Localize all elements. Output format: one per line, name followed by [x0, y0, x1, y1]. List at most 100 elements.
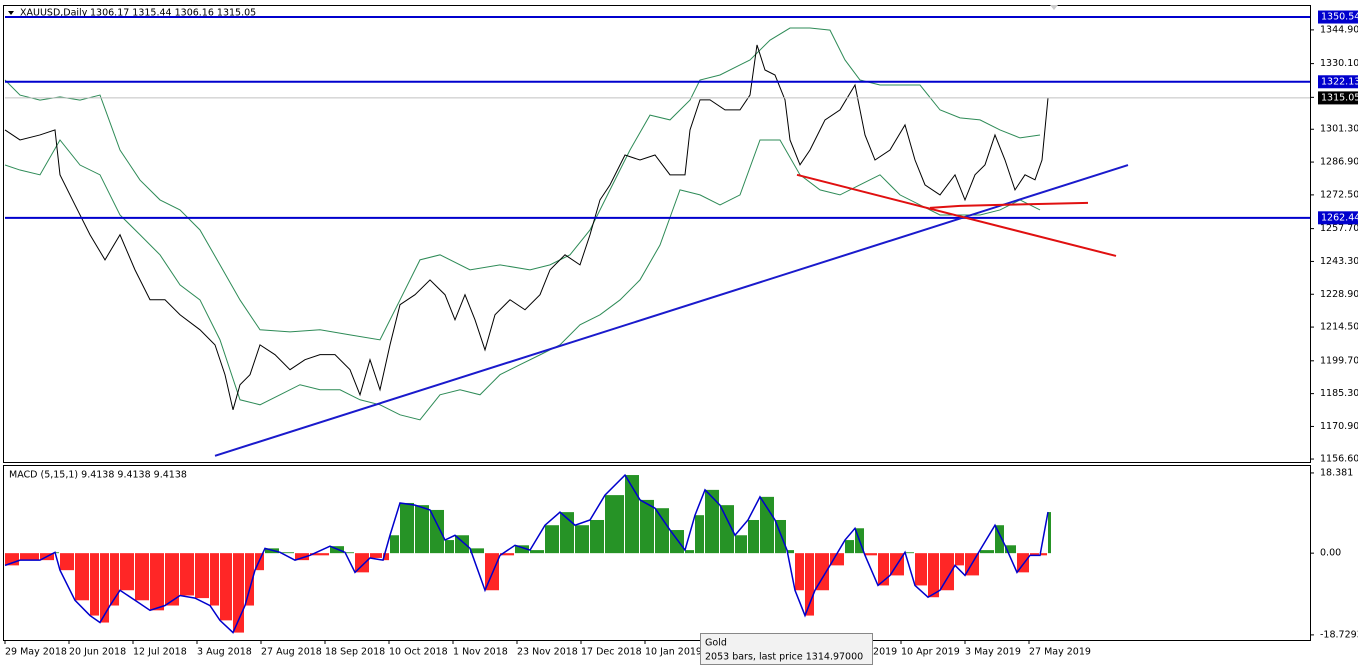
macd-bar — [865, 553, 877, 556]
macd-bar — [165, 553, 179, 606]
macd-bar — [500, 553, 514, 556]
y-tick-label: 1156.60 — [1320, 454, 1358, 465]
price-line — [4, 44, 1049, 410]
macd-bar — [605, 495, 624, 554]
x-tick-label: 27 May 2019 — [1029, 647, 1091, 658]
macd-bar — [787, 550, 794, 554]
y-tick-label: 1199.70 — [1320, 355, 1358, 366]
y-tick-label: 1257.70 — [1320, 223, 1358, 234]
macd-line — [4, 473, 1049, 634]
macd-bar — [280, 552, 294, 554]
macd-bar — [233, 553, 244, 633]
y-tick-label: 1301.30 — [1320, 124, 1358, 135]
last-price-box — [1318, 91, 1358, 105]
x-tick-label: 10 Apr 2019 — [901, 647, 960, 658]
x-tick-label: 10 Jan 2019 — [645, 647, 702, 658]
macd-bar — [685, 550, 694, 554]
trend-line — [796, 173, 1117, 257]
macd-bar — [220, 553, 232, 621]
y-tick-label: 1243.30 — [1320, 256, 1358, 267]
macd-bar — [625, 475, 639, 554]
macd-bar — [805, 553, 814, 616]
x-tick-label: 29 May 2018 — [5, 647, 67, 658]
x-tick-label: 3 May 2019 — [965, 647, 1021, 658]
macd-bar — [878, 553, 889, 586]
macd-bar — [75, 553, 89, 601]
macd-bar — [748, 519, 759, 554]
macd-bar — [795, 553, 804, 591]
y-tick-label: 1286.90 — [1320, 157, 1358, 168]
trend-line — [214, 164, 1129, 457]
x-tick-label: 20 Jun 2018 — [69, 647, 126, 658]
x-tick-label: 27 Aug 2018 — [261, 647, 322, 658]
macd-bar — [845, 540, 854, 554]
x-tick-label: 1 Nov 2018 — [453, 647, 508, 658]
tooltip-box — [700, 633, 873, 665]
macd-bar — [135, 553, 149, 601]
macd-bar — [415, 505, 429, 554]
macd-bar — [1005, 545, 1016, 554]
macd-bar — [830, 553, 844, 566]
macd-bar — [940, 553, 954, 591]
x-tick-label: 18 Sep 2018 — [325, 647, 385, 658]
macd-bar — [1048, 512, 1051, 554]
level-box — [1318, 10, 1358, 24]
menu-arrow[interactable] — [8, 11, 14, 15]
y-tick-label: 1185.30 — [1320, 388, 1358, 399]
macd-bar — [445, 540, 454, 554]
y-tick-label: 18.381 — [1320, 467, 1353, 478]
ohlc: 1306.17 1315.44 1306.16 1315.05 — [90, 8, 256, 19]
y-tick-label: 1330.10 — [1320, 58, 1358, 69]
macd-bar — [705, 489, 719, 554]
price-line — [4, 139, 1041, 421]
macd-bar — [90, 553, 99, 616]
x-tick-label: 10 Oct 2018 — [389, 647, 448, 658]
macd-title: MACD (5,15,1) 9.4138 9.4138 9.4138 — [9, 470, 187, 481]
macd-bar — [760, 496, 774, 554]
macd-bar — [515, 545, 529, 554]
macd-bar — [345, 552, 354, 554]
macd-bar — [455, 535, 469, 554]
tooltip: Gold 2053 bars, last price 1314.97000 — [700, 633, 873, 665]
macd-bar — [210, 553, 219, 606]
macd-bar — [735, 535, 747, 554]
macd-bar — [560, 512, 574, 554]
x-tick-label: 23 Nov 2018 — [517, 647, 578, 658]
macd-bar — [655, 508, 669, 554]
macd-bar — [110, 553, 119, 606]
macd-bar — [390, 535, 399, 554]
level-label: 1262.44 — [1321, 212, 1358, 223]
macd-bar — [775, 519, 786, 554]
price-panel — [3, 5, 1311, 463]
macd-bar — [430, 509, 444, 554]
tooltip-text: 2053 bars, last price 1314.97000 — [705, 652, 863, 663]
macd-bar — [60, 553, 74, 571]
last-price-label: 1315.05 — [1321, 92, 1358, 103]
macd-bar — [545, 525, 559, 554]
level-label: 1350.54 — [1321, 12, 1358, 23]
macd-bar — [470, 548, 484, 554]
symbol: XAUUSD,Daily — [20, 8, 88, 19]
macd-bar — [915, 553, 927, 586]
y-tick-label: 1214.50 — [1320, 322, 1358, 333]
x-tick-label: 12 Jul 2018 — [133, 647, 187, 658]
macd-bar — [245, 553, 254, 606]
macd-bar — [120, 553, 134, 591]
macd-bar — [530, 550, 544, 554]
macd-bar — [20, 553, 39, 561]
macd-bar — [370, 553, 382, 558]
macd-bar — [1040, 553, 1047, 556]
macd-bar — [928, 553, 939, 598]
x-tick-label: 3 Aug 2018 — [197, 647, 252, 658]
plot-layer: 1344.901330.101315.301301.301286.901272.… — [4, 10, 1358, 658]
macd-bar — [590, 519, 604, 554]
y-tick-label: 1228.90 — [1320, 289, 1358, 300]
macd-bar — [100, 553, 109, 623]
macd-bar — [295, 553, 309, 561]
x-tick-label: 17 Dec 2018 — [581, 647, 642, 658]
y-tick-label: 1170.90 — [1320, 421, 1358, 432]
level-label: 1322.13 — [1321, 76, 1358, 87]
macd-bar — [310, 553, 329, 556]
y-tick-label: -18.7293 — [1320, 629, 1358, 640]
